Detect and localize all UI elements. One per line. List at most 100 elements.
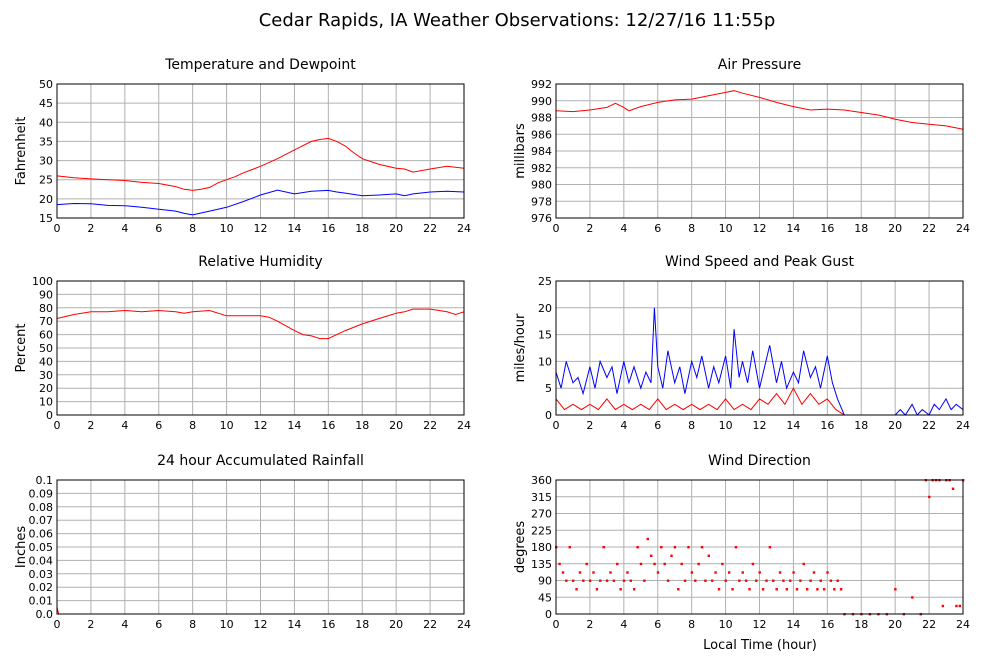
data-point <box>571 579 575 582</box>
y-tick-label: 980 <box>531 179 552 192</box>
data-point <box>616 562 619 566</box>
x-tick-label: 24 <box>457 419 471 432</box>
y-tick-label: 20 <box>39 193 53 206</box>
chart-title: Wind Speed and Peak Gust <box>665 254 854 270</box>
y-tick-label: 984 <box>531 145 552 158</box>
data-point <box>605 579 609 582</box>
data-point <box>819 579 822 582</box>
series-line <box>56 137 465 191</box>
data-point <box>704 579 707 582</box>
x-tick-label: 12 <box>254 222 268 235</box>
data-point <box>822 588 826 591</box>
y-tick-label: 70 <box>39 315 53 328</box>
x-tick-label: 22 <box>922 222 936 235</box>
x-tick-label: 20 <box>389 618 403 631</box>
y-tick-label: 45 <box>538 591 552 604</box>
y-tick-label: 25 <box>538 275 552 288</box>
y-tick-label: 0.05 <box>29 541 54 554</box>
data-point <box>772 579 775 582</box>
data-point <box>741 571 744 574</box>
x-tick-label: 10 <box>220 618 234 631</box>
data-point <box>765 579 768 582</box>
x-tick-label: 2 <box>87 618 94 631</box>
series-line <box>555 90 964 130</box>
data-point <box>690 571 694 574</box>
data-point <box>656 571 660 574</box>
plot-frame <box>56 280 465 416</box>
chart-panel: 0 2 4 6 8 10 12 14 16 18 20 22 240102030405060708090… <box>14 254 471 432</box>
data-point <box>785 588 789 591</box>
x-tick-label: 4 <box>620 419 627 432</box>
y-tick-label: 80 <box>39 302 53 315</box>
x-tick-label: 0 <box>553 419 560 432</box>
x-tick-label: 2 <box>586 419 593 432</box>
y-tick-label: 20 <box>39 382 53 395</box>
x-tick-label: 12 <box>753 618 767 631</box>
x-tick-label: 14 <box>287 618 301 631</box>
chart-title: Wind Direction <box>708 453 811 469</box>
y-tick-label: 315 <box>531 491 552 504</box>
x-tick-label: 8 <box>189 222 196 235</box>
data-point <box>680 562 683 566</box>
data-point <box>951 487 955 490</box>
chart-panel: 0 2 4 6 8 10 12 14 16 18 20 22 241520253035404550Tem… <box>14 57 471 235</box>
data-point <box>558 562 561 566</box>
y-tick-label: 25 <box>39 174 53 187</box>
series-line <box>555 387 845 416</box>
data-point <box>677 588 680 591</box>
x-tick-label: 12 <box>254 618 268 631</box>
data-point <box>585 562 588 566</box>
data-point <box>595 588 599 591</box>
x-tick-label: 4 <box>620 222 627 235</box>
x-tick-label: 18 <box>854 419 868 432</box>
data-point <box>928 495 931 499</box>
data-point <box>816 588 819 591</box>
y-tick-label: 360 <box>531 474 552 487</box>
y-tick-label: 30 <box>39 369 53 382</box>
data-point <box>805 588 809 591</box>
y-tick-label: 0.02 <box>29 581 54 594</box>
y-axis-label: miles/hour <box>513 313 528 382</box>
data-point <box>588 579 592 582</box>
x-tick-label: 20 <box>389 222 403 235</box>
x-tick-label: 10 <box>719 618 733 631</box>
plot-frame <box>555 83 964 219</box>
x-tick-label: 6 <box>654 222 661 235</box>
y-tick-label: 30 <box>39 155 53 168</box>
x-tick-label: 0 <box>54 419 61 432</box>
series-line <box>555 307 964 416</box>
x-tick-label: 14 <box>786 222 800 235</box>
x-tick-label: 22 <box>922 618 936 631</box>
data-point <box>812 571 816 574</box>
plot-frame <box>56 83 465 219</box>
x-tick-label: 12 <box>753 419 767 432</box>
y-tick-label: 0.08 <box>29 501 54 514</box>
data-point <box>707 554 711 557</box>
x-tick-label: 16 <box>820 618 834 631</box>
y-tick-label: 978 <box>531 195 552 208</box>
y-tick-label: 5 <box>545 382 552 395</box>
x-tick-label: 16 <box>820 419 834 432</box>
x-tick-label: 20 <box>888 419 902 432</box>
data-point <box>955 604 958 608</box>
y-tick-label: 225 <box>531 524 552 537</box>
x-tick-label: 22 <box>423 618 437 631</box>
series-line <box>56 308 465 340</box>
data-point <box>592 571 595 574</box>
x-tick-label: 0 <box>54 222 61 235</box>
y-tick-label: 90 <box>538 575 552 588</box>
data-point <box>660 546 663 549</box>
data-point <box>833 588 836 591</box>
x-tick-label: 0 <box>54 618 61 631</box>
y-tick-label: 976 <box>531 212 552 225</box>
data-point <box>649 554 653 557</box>
data-point <box>639 562 643 566</box>
data-point <box>802 562 805 566</box>
data-point <box>683 579 687 582</box>
y-tick-label: 50 <box>39 342 53 355</box>
data-point <box>778 571 782 574</box>
y-axis-label: degrees <box>513 521 528 574</box>
x-tick-label: 24 <box>457 618 471 631</box>
